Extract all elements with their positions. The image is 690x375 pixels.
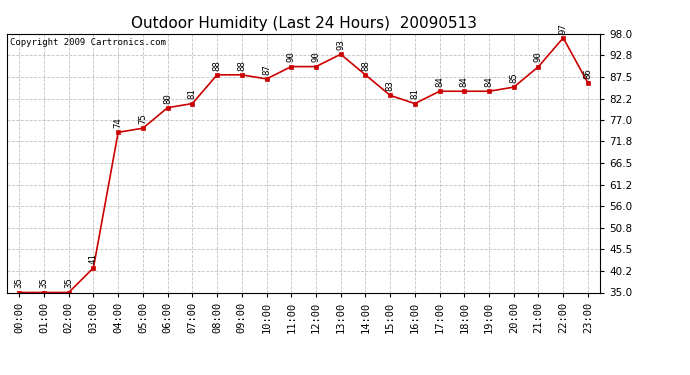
- Text: 90: 90: [311, 52, 320, 63]
- Text: 35: 35: [39, 278, 48, 288]
- Text: 97: 97: [559, 23, 568, 34]
- Text: 85: 85: [509, 72, 518, 83]
- Text: 80: 80: [163, 93, 172, 104]
- Text: 41: 41: [89, 253, 98, 264]
- Title: Outdoor Humidity (Last 24 Hours)  20090513: Outdoor Humidity (Last 24 Hours) 2009051…: [130, 16, 477, 31]
- Text: 90: 90: [287, 52, 296, 63]
- Text: 88: 88: [237, 60, 246, 70]
- Text: 88: 88: [213, 60, 221, 70]
- Text: 86: 86: [584, 68, 593, 79]
- Text: 84: 84: [460, 76, 469, 87]
- Text: 81: 81: [411, 88, 420, 99]
- Text: Copyright 2009 Cartronics.com: Copyright 2009 Cartronics.com: [10, 38, 166, 46]
- Text: 35: 35: [64, 278, 73, 288]
- Text: 74: 74: [114, 117, 123, 128]
- Text: 88: 88: [361, 60, 370, 70]
- Text: 87: 87: [262, 64, 271, 75]
- Text: 83: 83: [386, 81, 395, 91]
- Text: 90: 90: [534, 52, 543, 63]
- Text: 84: 84: [484, 76, 493, 87]
- Text: 35: 35: [14, 278, 23, 288]
- Text: 75: 75: [139, 113, 148, 124]
- Text: 81: 81: [188, 88, 197, 99]
- Text: 84: 84: [435, 76, 444, 87]
- Text: 93: 93: [336, 39, 345, 50]
